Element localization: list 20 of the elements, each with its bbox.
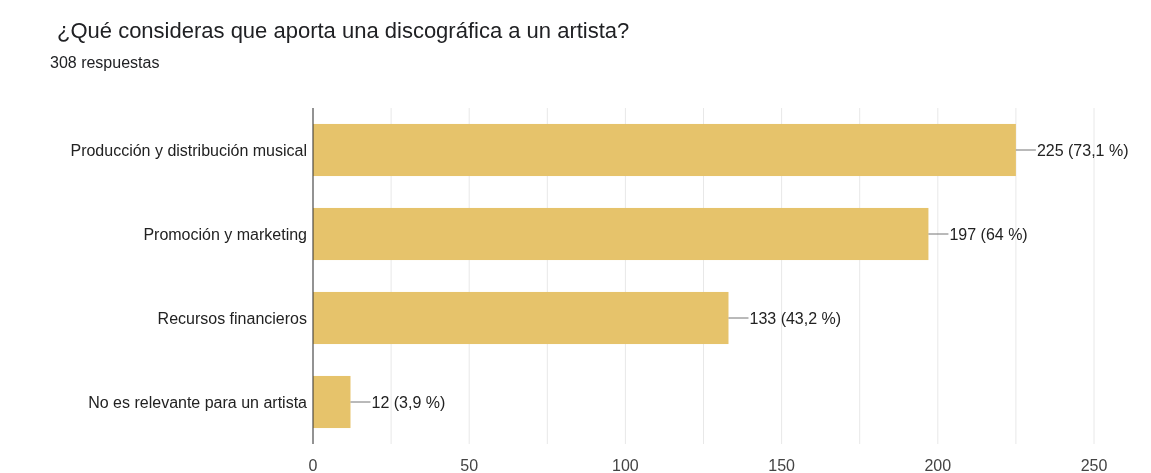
y-tick-label: Recursos financieros xyxy=(157,309,307,327)
x-tick-label: 200 xyxy=(924,457,952,473)
x-tick-label: 250 xyxy=(1080,457,1108,473)
bar xyxy=(313,291,729,345)
y-tick-label: Producción y distribución musical xyxy=(70,141,307,159)
bar xyxy=(313,207,929,261)
y-tick-label: No es relevante para un artista xyxy=(88,393,308,411)
data-label: 12 (3,9 %) xyxy=(371,393,446,411)
x-tick-label: 150 xyxy=(768,457,796,473)
x-tick-label: 0 xyxy=(308,457,318,473)
chart-title: ¿Qué consideras que aporta una discográfica a un artista? xyxy=(57,18,630,43)
bar xyxy=(313,375,351,429)
x-tick-label: 50 xyxy=(460,457,479,473)
x-tick-label: 100 xyxy=(612,457,639,473)
data-label: 133 (43,2 %) xyxy=(749,309,842,327)
data-label: 197 (64 %) xyxy=(949,225,1028,243)
bar xyxy=(313,123,1016,177)
data-label: 225 (73,1 %) xyxy=(1036,141,1129,159)
y-tick-label: Promoción y marketing xyxy=(143,225,307,243)
text: 308 respuestas xyxy=(50,54,160,71)
